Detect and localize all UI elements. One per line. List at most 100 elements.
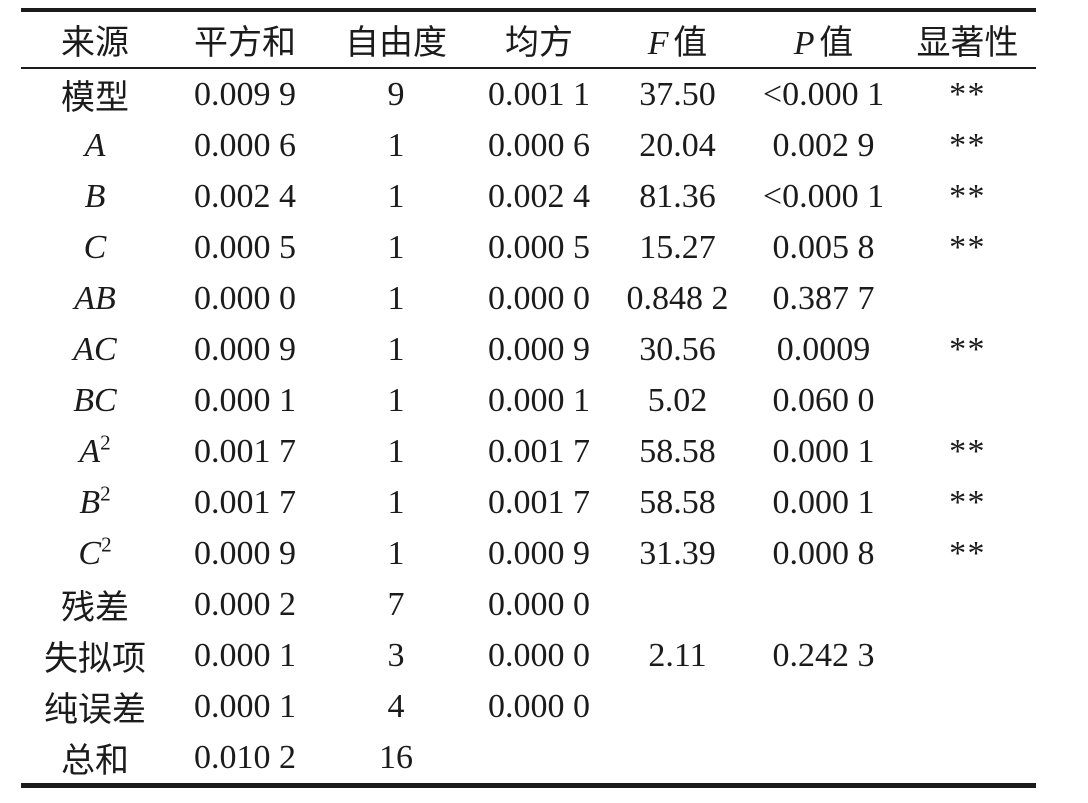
p-value-cell: 0.060 0 <box>772 381 875 419</box>
source-cell: 总和 <box>21 732 169 786</box>
table-row: 失拟项 0.000 1 3 0.000 0 2.11 0.242 3 <box>21 630 1036 681</box>
source-cell: A <box>21 120 169 171</box>
sum-of-squares-cell: 0.000 2 <box>194 585 296 623</box>
table-row: AC 0.000 9 1 0.000 9 30.56 0.0009 ** <box>21 324 1036 375</box>
significance-cell: ** <box>949 330 986 368</box>
column-header-0: 来源 <box>21 10 169 69</box>
mean-square-cell: 0.001 7 <box>488 483 590 521</box>
degrees-of-freedom-cell: 1 <box>387 279 405 317</box>
f-value-cell: 20.04 <box>639 126 716 164</box>
source-label: AC <box>73 330 117 368</box>
mean-square-cell: 0.001 7 <box>488 432 590 470</box>
anova-table-container: 来源 平方和 自由度 均方 F 值 P 值显著性 模型 0.009 9 9 0.001 1 37.50… <box>21 8 1036 788</box>
degrees-of-freedom-cell: 1 <box>387 534 405 572</box>
source-cell: 模型 <box>21 68 169 120</box>
significance-cell: ** <box>949 75 986 113</box>
significance-cell: ** <box>949 432 986 470</box>
table-row: A 0.000 6 1 0.000 6 20.04 0.002 9 ** <box>21 120 1036 171</box>
mean-square-cell: 0.000 0 <box>488 585 590 623</box>
sum-of-squares-cell: 0.000 1 <box>194 381 296 419</box>
source-label: 残差 <box>61 590 129 627</box>
table-row: 残差 0.000 2 7 0.000 0 <box>21 579 1036 630</box>
source-label: 纯误差 <box>44 692 146 729</box>
p-value-cell: 0.002 9 <box>772 126 875 164</box>
p-value-cell <box>748 579 899 630</box>
column-header-6: 显著性 <box>899 10 1036 69</box>
significance-cell <box>899 681 1036 732</box>
column-header-1: 平方和 <box>169 10 321 69</box>
significance-cell: ** <box>949 126 986 164</box>
mean-square-cell: 0.000 6 <box>488 126 590 164</box>
source-cell: B <box>21 171 169 222</box>
significance-cell: ** <box>949 483 986 521</box>
sum-of-squares-cell: 0.010 2 <box>194 738 296 776</box>
table-row: 模型 0.009 9 9 0.001 1 37.50 <0.000 1 ** <box>21 68 1036 120</box>
sum-of-squares-cell: 0.000 0 <box>194 279 296 317</box>
source-label: A <box>79 432 101 470</box>
p-value-cell <box>748 681 899 732</box>
mean-square-cell: 0.000 9 <box>488 330 590 368</box>
anova-table: 来源 平方和 自由度 均方 F 值 P 值显著性 模型 0.009 9 9 0.001 1 37.50… <box>21 8 1036 788</box>
significance-cell <box>899 375 1036 426</box>
degrees-of-freedom-cell: 1 <box>387 177 405 215</box>
table-row: AB 0.000 0 1 0.000 0 0.848 2 0.387 7 <box>21 273 1036 324</box>
p-value-cell: 0.000 8 <box>772 534 875 572</box>
significance-cell <box>899 273 1036 324</box>
table-body: 模型 0.009 9 9 0.001 1 37.50 <0.000 1 ** A 0.000 6… <box>21 68 1036 786</box>
f-value-cell <box>607 681 748 732</box>
sum-of-squares-cell: 0.000 1 <box>194 687 296 725</box>
mean-square-cell: 0.000 0 <box>488 279 590 317</box>
f-value-cell: 2.11 <box>648 636 707 674</box>
column-header-italic-symbol: P <box>793 25 815 62</box>
source-label: 总和 <box>61 743 129 780</box>
f-value-cell: 5.02 <box>647 381 708 419</box>
mean-square-cell: 0.002 4 <box>488 177 590 215</box>
source-label: BC <box>73 381 117 419</box>
p-value-cell <box>748 732 899 786</box>
column-header-label: 值 <box>673 25 708 62</box>
degrees-of-freedom-cell: 1 <box>387 432 405 470</box>
source-label: AB <box>74 279 116 317</box>
sum-of-squares-cell: 0.001 7 <box>194 432 296 470</box>
p-value-cell: <0.000 1 <box>762 177 885 215</box>
column-header-3: 均方 <box>471 10 607 69</box>
table-row: A2 0.001 7 1 0.001 7 58.58 0.000 1 ** <box>21 426 1036 477</box>
source-label: B <box>79 483 101 521</box>
source-cell: 残差 <box>21 579 169 630</box>
f-value-cell: 58.58 <box>639 483 716 521</box>
source-superscript: 2 <box>100 430 111 455</box>
p-value-cell: 0.242 3 <box>772 636 875 674</box>
degrees-of-freedom-cell: 1 <box>387 330 405 368</box>
f-value-cell: 15.27 <box>639 228 716 266</box>
table-row: 纯误差 0.000 1 4 0.000 0 <box>21 681 1036 732</box>
degrees-of-freedom-cell: 16 <box>379 738 413 776</box>
sum-of-squares-cell: 0.000 9 <box>194 534 296 572</box>
sum-of-squares-cell: 0.000 6 <box>194 126 296 164</box>
source-label: 模型 <box>61 80 129 117</box>
column-header-label: 值 <box>819 25 854 62</box>
degrees-of-freedom-cell: 9 <box>387 75 405 113</box>
sum-of-squares-cell: 0.009 9 <box>194 75 296 113</box>
source-cell: AB <box>21 273 169 324</box>
source-cell: AC <box>21 324 169 375</box>
f-value-cell: 31.39 <box>639 534 716 572</box>
mean-square-cell: 0.000 5 <box>488 228 590 266</box>
mean-square-cell <box>471 732 607 786</box>
sum-of-squares-cell: 0.001 7 <box>194 483 296 521</box>
p-value-cell: 0.387 7 <box>772 279 875 317</box>
source-cell: C2 <box>21 528 169 579</box>
mean-square-cell: 0.001 1 <box>488 75 590 113</box>
table-row: 总和 0.010 2 16 <box>21 732 1036 786</box>
source-label: B <box>84 177 106 215</box>
degrees-of-freedom-cell: 3 <box>387 636 405 674</box>
p-value-cell: 0.0009 <box>776 330 871 368</box>
source-label: C <box>78 534 102 572</box>
degrees-of-freedom-cell: 1 <box>387 228 405 266</box>
table-header-row: 来源 平方和 自由度 均方 F 值 P 值显著性 <box>21 10 1036 69</box>
significance-cell <box>899 732 1036 786</box>
significance-cell: ** <box>949 228 986 266</box>
f-value-cell: 30.56 <box>639 330 716 368</box>
